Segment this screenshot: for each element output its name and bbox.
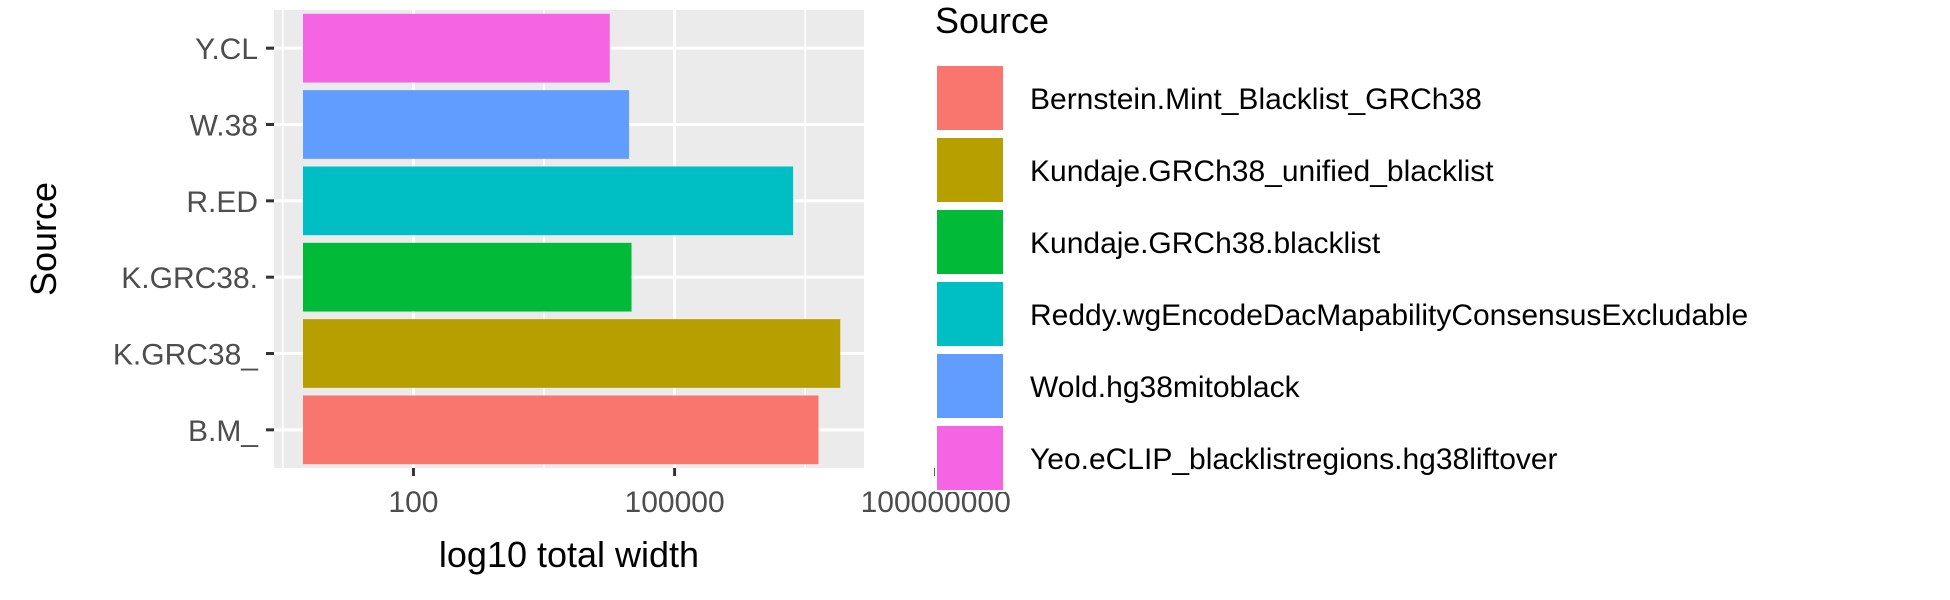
y-tick-label: K.GRC38_	[113, 339, 259, 372]
legend-label: Bernstein.Mint_Blacklist_GRCh38	[1030, 83, 1482, 116]
bar-red	[303, 166, 794, 236]
plot-panel	[274, 10, 864, 468]
legend-key	[935, 424, 1005, 492]
x-tick-label: 100	[388, 486, 438, 519]
legend-label: Wold.hg38mitoblack	[1030, 371, 1301, 404]
bar-kgrc38	[303, 242, 632, 312]
y-tick-label: Y.CL	[195, 33, 258, 66]
x-axis-title: log10 total width	[439, 534, 699, 575]
bar-kgrc38	[303, 319, 841, 388]
y-tick-label: R.ED	[186, 186, 258, 219]
legend-key	[935, 64, 1005, 132]
legend-label: Yeo.eCLIP_blacklistregions.hg38liftover	[1030, 443, 1558, 476]
legend-label: Kundaje.GRCh38_unified_blacklist	[1030, 155, 1494, 188]
legend-label: Reddy.wgEncodeDacMapabilityConsensusExcl…	[1030, 299, 1748, 332]
legend-key	[935, 208, 1005, 276]
y-tick-label: B.M_	[188, 415, 259, 448]
x-tick-label: 100000	[625, 486, 725, 519]
bar-bm	[303, 395, 819, 465]
y-tick-label: K.GRC38.	[121, 262, 258, 295]
legend-title: Source	[935, 0, 1049, 41]
legend-key	[935, 280, 1005, 348]
bar-ycl	[303, 13, 610, 83]
legend-label: Kundaje.GRCh38.blacklist	[1030, 227, 1381, 260]
legend-key	[935, 136, 1005, 204]
y-axis-title: Source	[23, 182, 64, 296]
legend: Source Bernstein.Mint_Blacklist_GRCh38 Ku…	[935, 0, 1748, 492]
legend-key	[935, 352, 1005, 420]
y-tick-label: W.38	[190, 110, 258, 143]
bar-w38	[303, 90, 630, 159]
